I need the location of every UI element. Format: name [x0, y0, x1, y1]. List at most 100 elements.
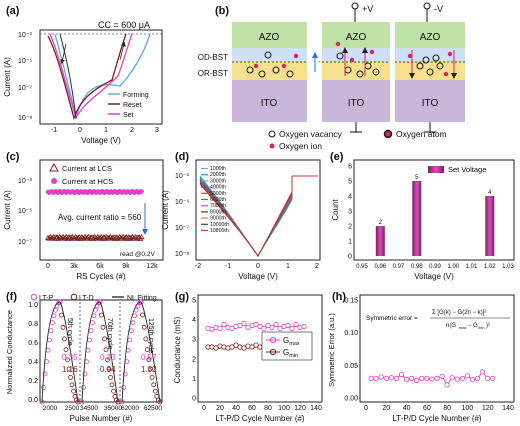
panel-d-legend: 1000th2000th3000th4000th5000th6000th7000… — [201, 166, 229, 234]
y-tick: 0.0 — [28, 397, 38, 404]
panel-d: (d) 1000th2000th3000th4000th5000th6000th… — [161, 151, 321, 281]
ltd-point — [105, 357, 110, 363]
ltp-point — [45, 347, 51, 353]
x-tick: 120 — [482, 405, 494, 412]
y-tick: 1.0 — [28, 302, 38, 309]
panel-f-label: (f) — [6, 291, 17, 303]
ltp-point — [132, 313, 138, 319]
lcs-point — [105, 234, 112, 241]
reset-curve — [47, 33, 127, 121]
panel-h-xlabel: LT-P/D Cycle Number (#) — [392, 414, 482, 423]
panel-c-xticks: 0 3k 6k 9k 12k — [46, 263, 158, 270]
x-tick: -1 — [51, 127, 57, 134]
ltd-point — [63, 347, 69, 353]
panel-e-yticks: 0 1 2 3 4 5 6 — [348, 164, 352, 261]
x-tick: 0.97 — [393, 264, 405, 270]
ltd-point — [68, 374, 73, 380]
ltd-point — [148, 366, 153, 372]
panel-a-label: (a) — [6, 5, 20, 17]
series-point — [429, 376, 435, 382]
legend-cycle: 10800th — [210, 228, 229, 234]
series-point — [403, 377, 410, 383]
series-point — [253, 321, 259, 328]
panel-g-legend: Gmax Gmin — [261, 331, 313, 361]
ltd-point — [100, 324, 106, 330]
panel-g-ylabel: Conductance (mS) — [173, 316, 182, 383]
y-tick: 0.4 — [28, 359, 38, 366]
legend-cycle: 8000th — [210, 209, 226, 215]
series-point — [388, 375, 394, 381]
series-point — [373, 375, 379, 381]
ltd-point — [112, 393, 118, 399]
ltd-point — [141, 324, 147, 330]
series-point — [439, 373, 445, 379]
panel-a-annotation: CC = 600 μA — [98, 20, 150, 30]
series-point — [444, 382, 450, 388]
series-point — [434, 375, 440, 381]
panel-g-lines — [205, 320, 307, 351]
or-bst-label: OR-BST — [198, 69, 228, 78]
legend-lcs: Current at LCS — [62, 164, 112, 173]
series-point — [485, 375, 491, 381]
legend-gmax: Gmax — [283, 336, 300, 347]
ltd-point — [151, 382, 157, 388]
legend-cycle: 1000th — [210, 166, 226, 172]
series-point — [273, 321, 279, 328]
legend-cycle: 4000th — [210, 185, 226, 191]
ltd-point — [62, 336, 67, 342]
panel-c-points — [45, 189, 145, 241]
panel-a-ylabel: Current (A) — [3, 57, 12, 97]
x-tick: 2 — [130, 127, 134, 134]
lcs-point — [103, 233, 110, 239]
x-tick: 1.01 — [466, 264, 478, 270]
legend-cycle: 6000th — [210, 197, 226, 203]
ltp-point — [51, 313, 57, 319]
ltd-point — [143, 336, 149, 342]
x-tick: 120 — [294, 405, 306, 412]
panel-e-bars: 2 5 4 — [375, 175, 495, 256]
x-tick: -1 — [225, 263, 231, 270]
x-tick: 80 — [443, 405, 451, 412]
series-point — [383, 375, 389, 381]
legend-cycle: 10000th — [210, 222, 229, 228]
x-tick: 62500 — [144, 405, 162, 412]
y-tick: 2 — [192, 356, 196, 363]
panel-c-frame — [39, 159, 164, 261]
y-tick: 10⁻⁷ — [175, 225, 189, 232]
x-tick: 0 — [46, 263, 50, 270]
y-tick: 10⁻⁵ — [18, 58, 32, 65]
legend-ltp: LT-P — [39, 295, 54, 302]
legend-reset: Reset — [123, 102, 141, 109]
y-tick: 2 — [348, 224, 352, 231]
ltp-point — [90, 320, 95, 326]
ltp-point — [130, 320, 136, 326]
od-bst-label: OD-BST — [198, 53, 228, 62]
y-tick: 10⁻⁹ — [18, 115, 32, 122]
panel-d-yticks: 10⁻³ 10⁻⁵ 10⁻⁷ 10⁻⁹ — [175, 173, 189, 258]
x-tick: 140 — [310, 405, 322, 412]
series-point — [217, 325, 223, 331]
reset-branch — [59, 33, 77, 119]
panel-f-xticks: 2000 2500 34500 35000 62000 62500 — [43, 405, 163, 412]
y-tick: 10⁻³ — [175, 173, 189, 180]
y-tick: 5 — [192, 298, 196, 305]
series-point — [245, 324, 251, 330]
legend-nl-fitting: NL Fitting — [127, 295, 157, 302]
nl-fit-line — [121, 301, 161, 403]
x-tick: 2000 — [43, 405, 58, 412]
series-point — [269, 324, 275, 330]
panel-d-frame — [195, 159, 321, 261]
series-point — [490, 375, 496, 381]
device-negative-bias: -V AZO ITO — [395, 2, 465, 133]
plus-v-label: +V — [362, 4, 373, 14]
nl-fit-line — [41, 301, 79, 403]
panel-e-legend: Set Voltage — [428, 165, 486, 174]
y-tick: 0.05 — [344, 363, 358, 370]
x-tick: 1 — [104, 127, 108, 134]
legend-cycle: 2000th — [210, 172, 226, 178]
lcs-point — [48, 235, 55, 241]
series-point — [213, 345, 219, 351]
azo-label: AZO — [420, 32, 441, 43]
panel-b-label: (b) — [215, 5, 229, 17]
